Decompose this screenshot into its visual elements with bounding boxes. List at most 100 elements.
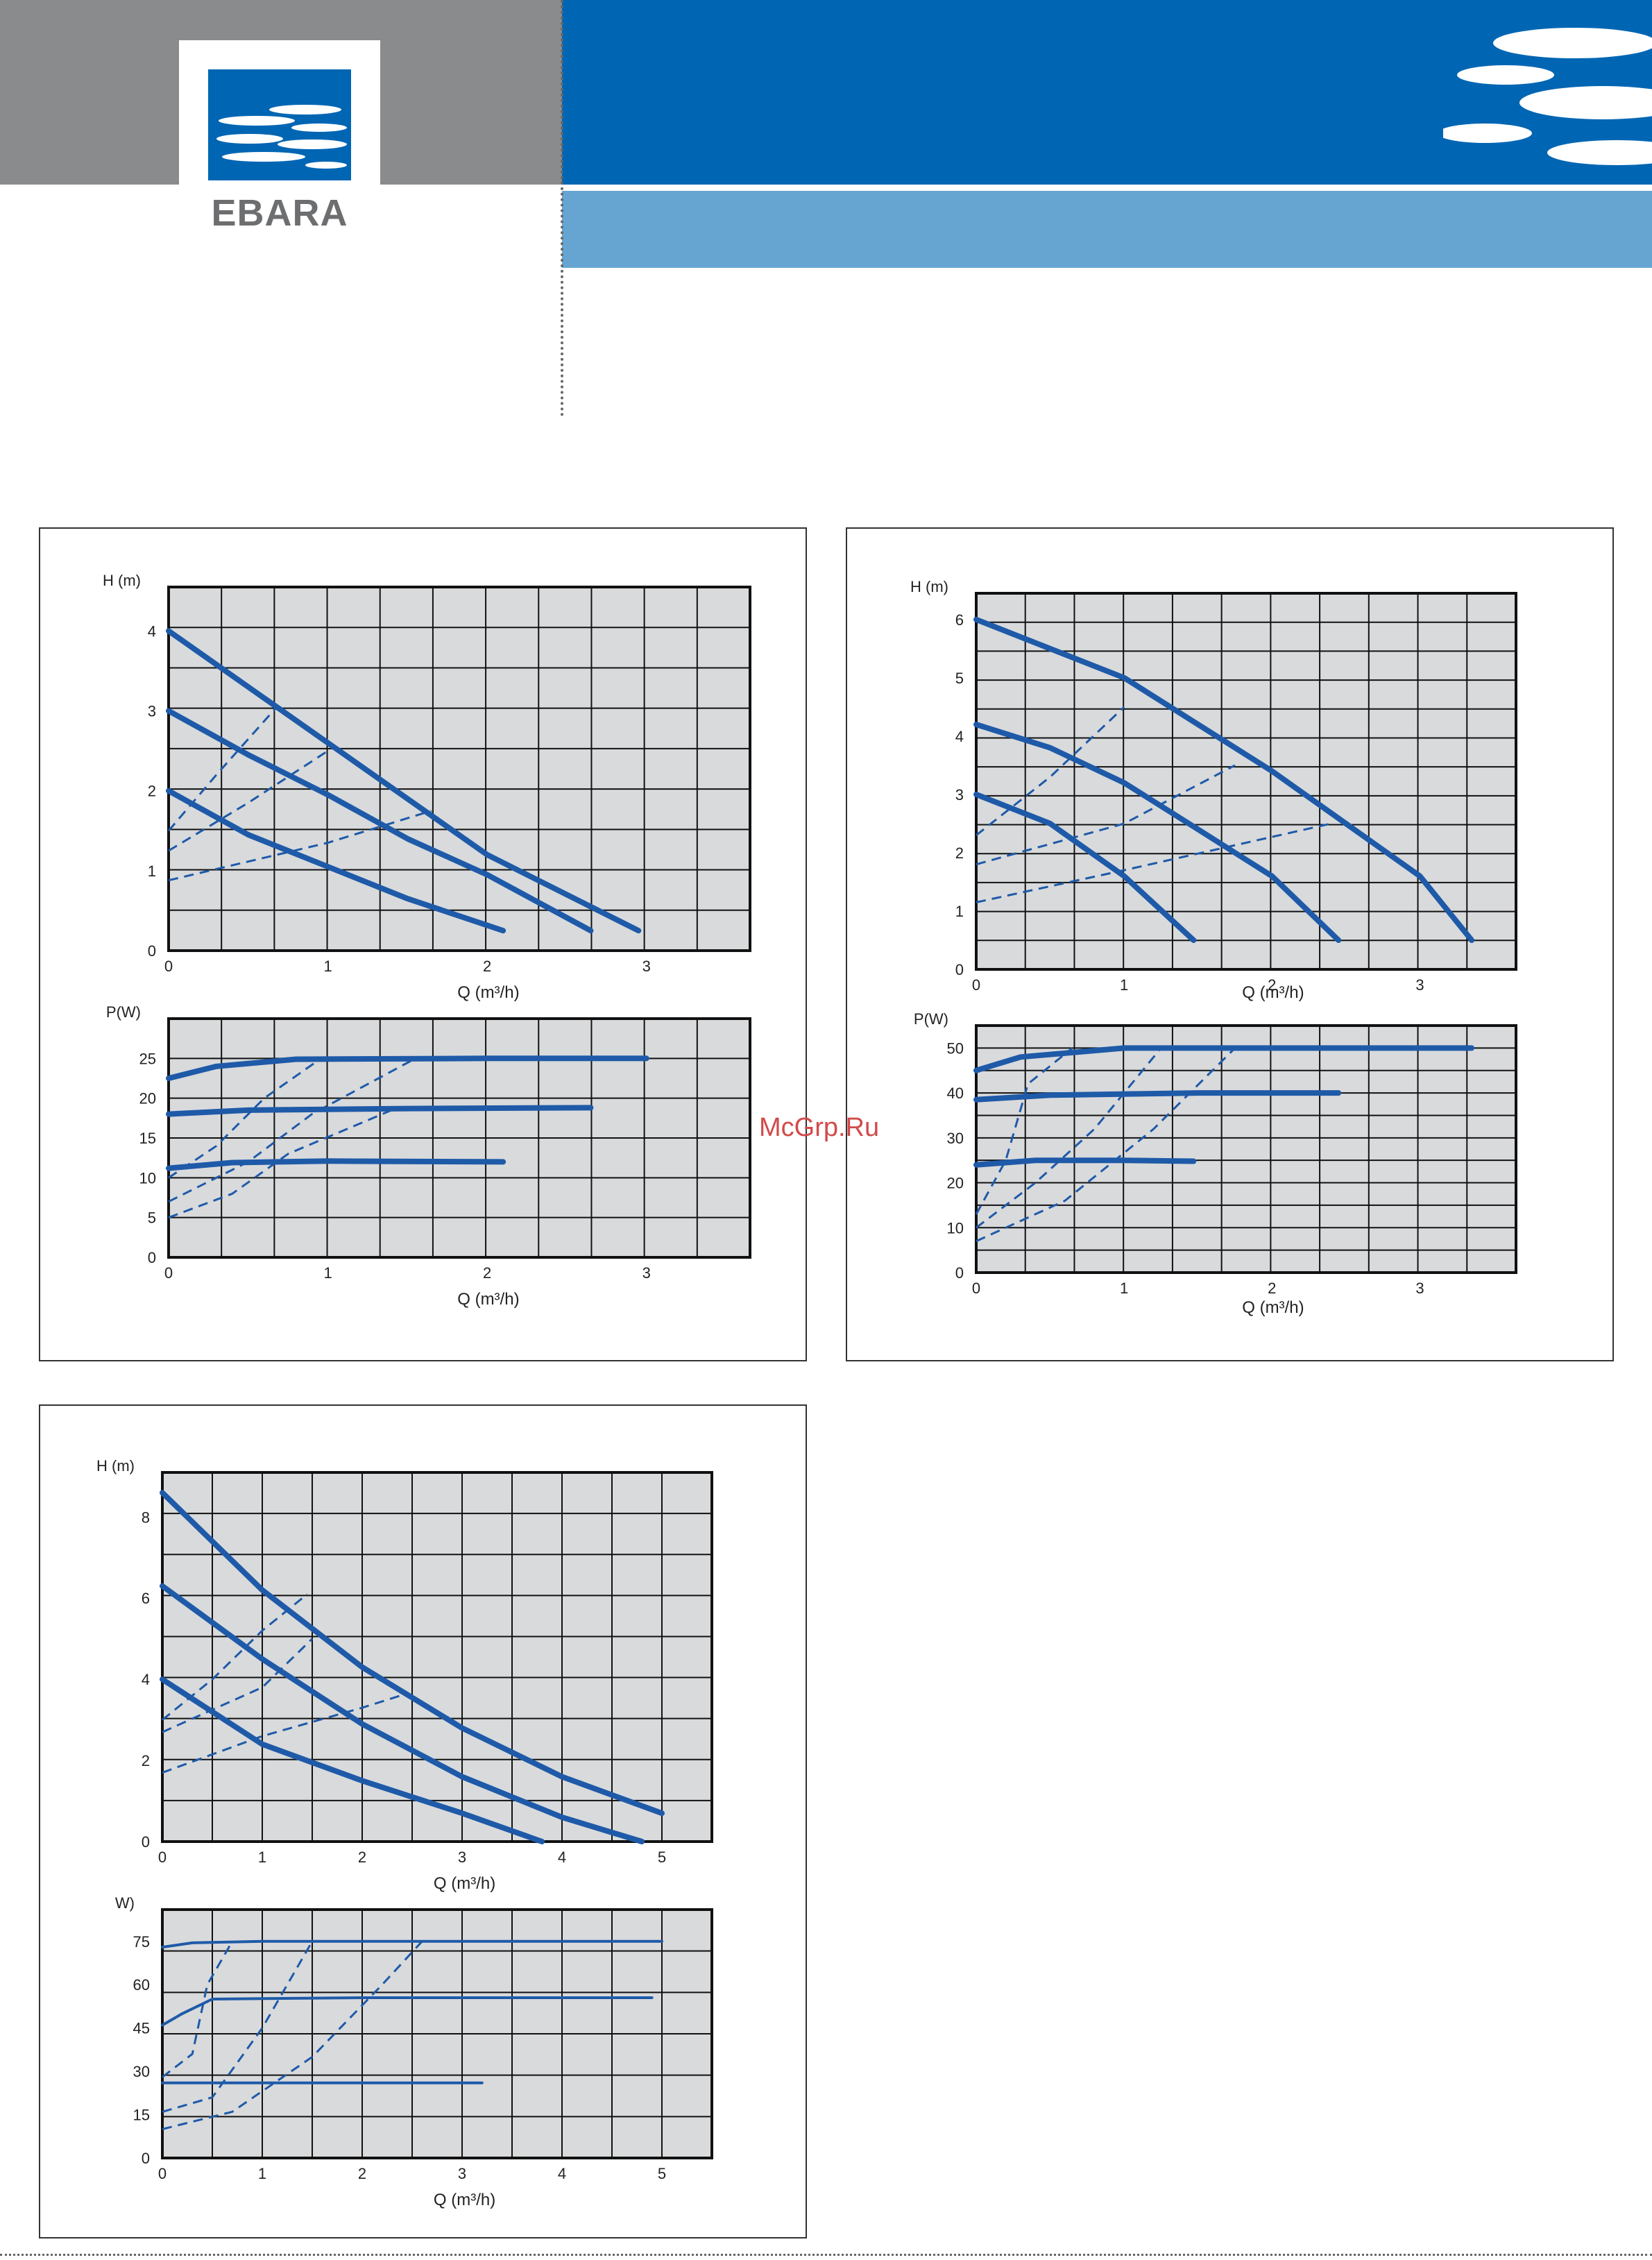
dashed-curve bbox=[162, 1692, 408, 1774]
y-tick-label: 4 bbox=[955, 728, 964, 745]
x-tick-label: 3 bbox=[1415, 976, 1424, 994]
dashed-curve bbox=[162, 1593, 308, 1721]
y-tick-label: 10 bbox=[139, 1169, 156, 1187]
x-tick-label: 0 bbox=[164, 958, 173, 975]
y-tick-label: 0 bbox=[148, 1249, 156, 1266]
y-axis-label: W) bbox=[115, 1894, 135, 1912]
y-tick-label: 2 bbox=[148, 783, 156, 800]
y-tick-label: 15 bbox=[133, 2107, 150, 2124]
x-tick-label: 2 bbox=[358, 2165, 366, 2182]
performance-curve bbox=[166, 628, 642, 934]
y-tick-label: 6 bbox=[955, 611, 964, 629]
x-tick-label: 0 bbox=[158, 1849, 167, 1866]
performance-curve bbox=[973, 1090, 1342, 1103]
watermark-text: McGrp.Ru bbox=[759, 1113, 880, 1142]
y-tick-label: 15 bbox=[139, 1130, 156, 1147]
x-tick-label: 1 bbox=[258, 1849, 266, 1866]
dashed-curve bbox=[168, 1057, 416, 1203]
x-tick-label: 3 bbox=[458, 1849, 466, 1866]
y-tick-label: 25 bbox=[139, 1050, 156, 1067]
x-tick-label: 2 bbox=[483, 958, 491, 975]
y-tick-label: 40 bbox=[947, 1085, 964, 1102]
dashed-curve bbox=[976, 1047, 1162, 1229]
chart-panel-1: 0 1 2 3 0 1 2 3 4 H (m) Q (m³/h) 0 1 2 3 0 5 10 15 20 25 P(W)… bbox=[39, 527, 807, 1361]
x-tick-label: 4 bbox=[558, 1849, 566, 1866]
y-tick-label: 0 bbox=[148, 942, 156, 960]
y-tick-label: 2 bbox=[142, 1752, 150, 1769]
ebara-logo-icon bbox=[208, 69, 351, 180]
x-tick-label: 0 bbox=[972, 976, 980, 994]
dashed-curve bbox=[976, 706, 1125, 836]
x-tick-label: 1 bbox=[258, 2165, 266, 2182]
x-tick-label: 5 bbox=[658, 2165, 666, 2182]
y-tick-label: 8 bbox=[142, 1509, 150, 1526]
x-tick-label: 2 bbox=[483, 1264, 491, 1282]
x-tick-label: 2 bbox=[358, 1849, 366, 1866]
y-tick-label: 1 bbox=[955, 903, 964, 920]
bottom-dotted-line bbox=[0, 2254, 1652, 2256]
performance-curve bbox=[973, 791, 1197, 943]
x-tick-label: 1 bbox=[1120, 1280, 1128, 1297]
y-tick-label: 0 bbox=[142, 1833, 150, 1851]
performance-curve bbox=[161, 1996, 654, 2027]
panel1-head-group: 0 1 2 3 0 1 2 3 4 H (m) Q (m³/h) bbox=[103, 572, 751, 1002]
plot-area bbox=[167, 586, 751, 952]
y-axis-label: P(W) bbox=[914, 1010, 948, 1028]
y-tick-label: 60 bbox=[133, 1976, 150, 1994]
x-tick-label: 3 bbox=[1415, 1280, 1424, 1297]
performance-curve bbox=[161, 1939, 663, 1949]
performance-curve bbox=[166, 788, 506, 934]
y-tick-label: 20 bbox=[947, 1175, 964, 1192]
dashed-curve bbox=[976, 764, 1236, 866]
y-tick-label: 4 bbox=[148, 622, 156, 640]
dashed-curve bbox=[162, 1940, 423, 2130]
y-tick-label: 30 bbox=[133, 2063, 150, 2080]
plot-area bbox=[161, 1471, 713, 1843]
x-tick-label: 1 bbox=[323, 1264, 332, 1282]
y-axis-label: H (m) bbox=[96, 1457, 135, 1475]
x-axis-label: Q (m³/h) bbox=[1242, 983, 1304, 1002]
y-tick-label: 45 bbox=[133, 2020, 150, 2037]
x-axis-label: Q (m³/h) bbox=[1242, 1298, 1304, 1317]
fish-shapes-icon bbox=[1443, 28, 1652, 165]
panel3-head-group: 0 1 2 3 4 5 0 2 4 6 8 H (m) Q (m³/h) bbox=[96, 1457, 713, 1893]
vertical-dotted-divider bbox=[561, 0, 563, 416]
chart-panel-1-svg: 0 1 2 3 0 1 2 3 4 H (m) Q (m³/h) 0 1 2 3 0 5 10 15 20 25 P(W)… bbox=[103, 572, 751, 1309]
x-tick-label: 3 bbox=[642, 958, 651, 975]
panel2-head-group: 0 1 2 3 0 1 2 3 4 5 6 H (m) Q (m³/h) bbox=[910, 578, 1517, 1002]
x-axis-label: Q (m³/h) bbox=[457, 1290, 519, 1309]
y-tick-label: 20 bbox=[139, 1090, 156, 1107]
x-tick-label: 2 bbox=[1268, 976, 1276, 994]
x-tick-label: 0 bbox=[164, 1264, 173, 1282]
x-tick-label: 0 bbox=[972, 1280, 980, 1297]
plot-area bbox=[975, 1024, 1517, 1274]
y-tick-label: 30 bbox=[947, 1130, 964, 1147]
x-tick-label: 2 bbox=[1268, 1280, 1276, 1297]
header-light-blue-bar bbox=[562, 191, 1652, 268]
performance-curve bbox=[160, 1490, 665, 1817]
y-tick-label: 3 bbox=[955, 786, 964, 804]
performance-curve bbox=[166, 708, 594, 934]
panel1-power-group: 0 1 2 3 0 5 10 15 20 25 P(W) Q (m³/h) bbox=[106, 1003, 751, 1309]
y-tick-label: 0 bbox=[955, 961, 964, 978]
performance-curve bbox=[973, 616, 1475, 943]
performance-curve bbox=[166, 1105, 594, 1117]
y-tick-label: 0 bbox=[955, 1264, 964, 1282]
y-tick-label: 4 bbox=[142, 1671, 150, 1688]
x-tick-label: 5 bbox=[658, 1849, 666, 1866]
y-tick-label: 3 bbox=[148, 703, 156, 720]
performance-curve bbox=[166, 1158, 506, 1171]
x-tick-label: 1 bbox=[1120, 976, 1128, 994]
dashed-curve bbox=[168, 810, 432, 882]
performance-curve bbox=[973, 1045, 1475, 1073]
y-tick-label: 5 bbox=[955, 670, 964, 687]
dashed-curve bbox=[976, 822, 1331, 903]
header-blue-bar bbox=[562, 0, 1652, 185]
performance-curve bbox=[973, 1157, 1197, 1168]
dashed-curve bbox=[167, 706, 278, 832]
performance-curve bbox=[160, 1676, 545, 1844]
